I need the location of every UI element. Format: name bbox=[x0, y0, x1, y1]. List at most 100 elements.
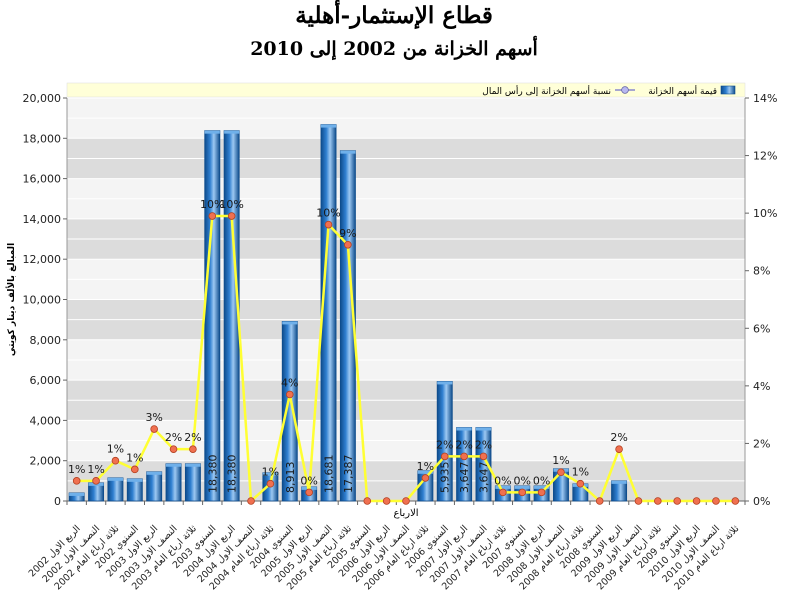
ratio-point-label: 2% bbox=[184, 431, 201, 444]
bar-value-label: 5,935 bbox=[439, 462, 452, 494]
plot-band bbox=[67, 339, 745, 360]
y-tick-label: 6,000 bbox=[30, 374, 62, 387]
bar-top bbox=[165, 463, 182, 467]
bar bbox=[611, 480, 628, 502]
ratio-point bbox=[731, 497, 740, 505]
bar-value-label: 3,647 bbox=[458, 462, 471, 494]
ratio-point bbox=[692, 497, 701, 505]
ratio-point bbox=[72, 477, 81, 485]
x-axis-label: الارباع bbox=[393, 508, 418, 519]
ratio-point bbox=[518, 488, 527, 497]
plot-band bbox=[67, 279, 745, 300]
bar-top bbox=[204, 130, 220, 134]
ratio-point-label: 0% bbox=[533, 474, 550, 487]
y-tick-label: 2,000 bbox=[30, 455, 62, 468]
bar bbox=[184, 463, 201, 502]
ratio-point bbox=[111, 456, 120, 465]
y2-tick-label: 0% bbox=[753, 495, 770, 508]
ratio-point-label: 1% bbox=[417, 460, 434, 473]
y-tick-label: 20,000 bbox=[23, 92, 62, 105]
plot-band bbox=[67, 380, 745, 401]
ratio-point bbox=[189, 445, 197, 453]
y2-tick-label: 4% bbox=[753, 380, 770, 393]
ratio-point bbox=[324, 220, 333, 229]
bar-value-label: 3,647 bbox=[477, 462, 490, 494]
bar-top bbox=[282, 321, 298, 325]
plot-band bbox=[67, 400, 745, 421]
plot-band bbox=[67, 178, 745, 199]
ratio-point bbox=[576, 479, 585, 488]
ratio-point-label: 1% bbox=[87, 463, 104, 476]
y-tick-label: 8,000 bbox=[30, 334, 62, 347]
ratio-point bbox=[402, 497, 410, 505]
ratio-point bbox=[227, 212, 236, 220]
bar-top bbox=[224, 130, 240, 134]
bar-top bbox=[417, 470, 433, 474]
y-tick-label: 0 bbox=[54, 495, 61, 508]
ratio-point bbox=[557, 468, 565, 477]
y-tick-label: 16,000 bbox=[23, 173, 62, 186]
chart-subtitle: أسهم الخزانة من 2002 إلى 2010 bbox=[250, 38, 538, 60]
y2-tick-label: 2% bbox=[753, 437, 770, 450]
bar-top bbox=[320, 124, 337, 128]
ratio-point-label: 0% bbox=[514, 474, 531, 487]
bar bbox=[223, 130, 240, 502]
bar-top bbox=[456, 427, 472, 431]
ratio-point-label: 1% bbox=[552, 454, 569, 467]
plot-band bbox=[67, 259, 745, 280]
ratio-point bbox=[479, 452, 488, 461]
bar bbox=[107, 477, 124, 502]
bar-top bbox=[69, 492, 85, 496]
y-tick-label: 14,000 bbox=[23, 213, 62, 226]
ratio-point-label: 1% bbox=[262, 466, 279, 479]
bar-top bbox=[127, 478, 143, 482]
legend-bar-label: قيمة أسهم الخزانة bbox=[648, 85, 717, 97]
y2-tick-label: 6% bbox=[753, 322, 770, 335]
bar-top bbox=[107, 477, 123, 481]
ratio-point bbox=[266, 479, 275, 488]
bar-value-label: 18,380 bbox=[206, 455, 219, 494]
ratio-point-label: 0% bbox=[300, 474, 317, 487]
ratio-point bbox=[344, 241, 352, 249]
y2-tick-label: 14% bbox=[753, 92, 777, 105]
y-tick-label: 18,000 bbox=[23, 132, 62, 145]
plot-band bbox=[67, 158, 745, 179]
y-tick-label: 10,000 bbox=[23, 294, 62, 307]
ratio-point-label: 2% bbox=[455, 438, 472, 451]
ratio-point-label: 1% bbox=[68, 463, 85, 476]
plot-band bbox=[67, 239, 745, 260]
ratio-point-label: 1% bbox=[126, 451, 143, 464]
legend-bar-swatch bbox=[720, 85, 736, 95]
plot-band bbox=[67, 138, 745, 159]
bar bbox=[126, 478, 143, 502]
ratio-point bbox=[92, 477, 100, 485]
ratio-point bbox=[208, 212, 217, 220]
ratio-point-label: 0% bbox=[494, 474, 511, 487]
bar-top bbox=[146, 471, 162, 475]
ratio-point bbox=[615, 445, 623, 453]
plot-band bbox=[67, 218, 745, 240]
ratio-point bbox=[654, 497, 662, 505]
y-tick-label: 4,000 bbox=[30, 414, 62, 427]
bar-top bbox=[262, 472, 278, 476]
ratio-point-label: 2% bbox=[475, 438, 492, 451]
bar bbox=[146, 471, 163, 502]
ratio-point bbox=[673, 497, 681, 505]
ratio-point bbox=[382, 497, 391, 505]
y2-tick-label: 8% bbox=[753, 265, 770, 278]
plot-band bbox=[67, 359, 745, 381]
ratio-point-label: 2% bbox=[436, 438, 453, 451]
y2-tick-label: 10% bbox=[753, 207, 777, 220]
bar-top bbox=[534, 485, 550, 489]
plot-band bbox=[67, 319, 745, 340]
ratio-point-label: 4% bbox=[281, 376, 298, 389]
bar-top bbox=[514, 485, 530, 489]
bar-top bbox=[611, 480, 627, 484]
y-axis-label: المبالغ بالألف دينار كويتي bbox=[5, 243, 17, 356]
bar-value-label: 17,387 bbox=[342, 455, 355, 494]
ratio-point-label: 10% bbox=[200, 198, 224, 211]
ratio-point bbox=[421, 474, 430, 482]
ratio-point bbox=[634, 497, 643, 505]
ratio-point-label: 3% bbox=[145, 411, 162, 424]
